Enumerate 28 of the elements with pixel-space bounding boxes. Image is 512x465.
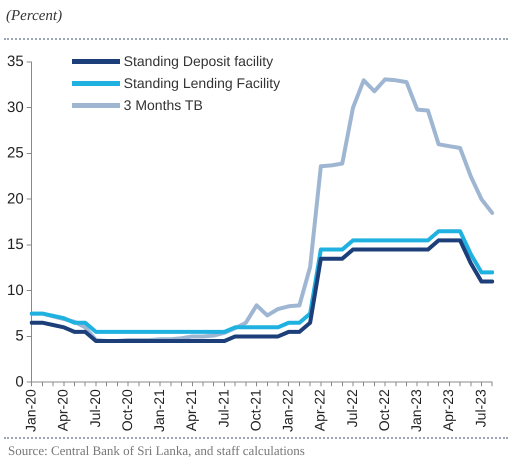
x-tick-label: Jul-21 xyxy=(215,388,232,428)
y-tick-label: 15 xyxy=(6,236,24,254)
y-tick-label: 20 xyxy=(6,190,24,208)
legend-label: Standing Deposit facility xyxy=(124,53,274,69)
y-tick-label: 25 xyxy=(6,144,24,162)
legend-label: Standing Lending Facility xyxy=(124,75,280,91)
x-tick-label: Oct-20 xyxy=(118,388,135,432)
chart-title: (Percent) xyxy=(6,8,62,25)
x-tick-label: Jan-21 xyxy=(151,388,168,432)
y-tick-label: 30 xyxy=(6,98,24,116)
x-tick-label: Jan-22 xyxy=(280,388,296,432)
x-tick-label: Oct-22 xyxy=(376,388,392,432)
x-tick-label: Apr-21 xyxy=(183,388,200,432)
x-tick-label: Oct-21 xyxy=(247,388,264,432)
x-tick-label: Jul-22 xyxy=(344,388,360,428)
x-tick-label: Apr-20 xyxy=(54,388,71,432)
source-note: Source: Central Bank of Sri Lanka, and staff calculations xyxy=(8,443,305,459)
y-tick-label: 0 xyxy=(15,373,24,390)
legend-label: 3 Months TB xyxy=(124,97,203,113)
x-tick-label: Jan-20 xyxy=(22,388,39,432)
y-tick-label: 35 xyxy=(6,53,24,70)
x-tick-label: Jul-20 xyxy=(86,388,103,428)
x-tick-label: Apr-23 xyxy=(440,388,456,432)
x-tick-label: Jul-23 xyxy=(472,388,488,428)
x-tick-label: Jan-23 xyxy=(408,388,424,432)
x-tick-label: Apr-22 xyxy=(312,388,328,432)
y-tick-label: 10 xyxy=(6,282,24,299)
y-tick-label: 5 xyxy=(15,328,24,345)
